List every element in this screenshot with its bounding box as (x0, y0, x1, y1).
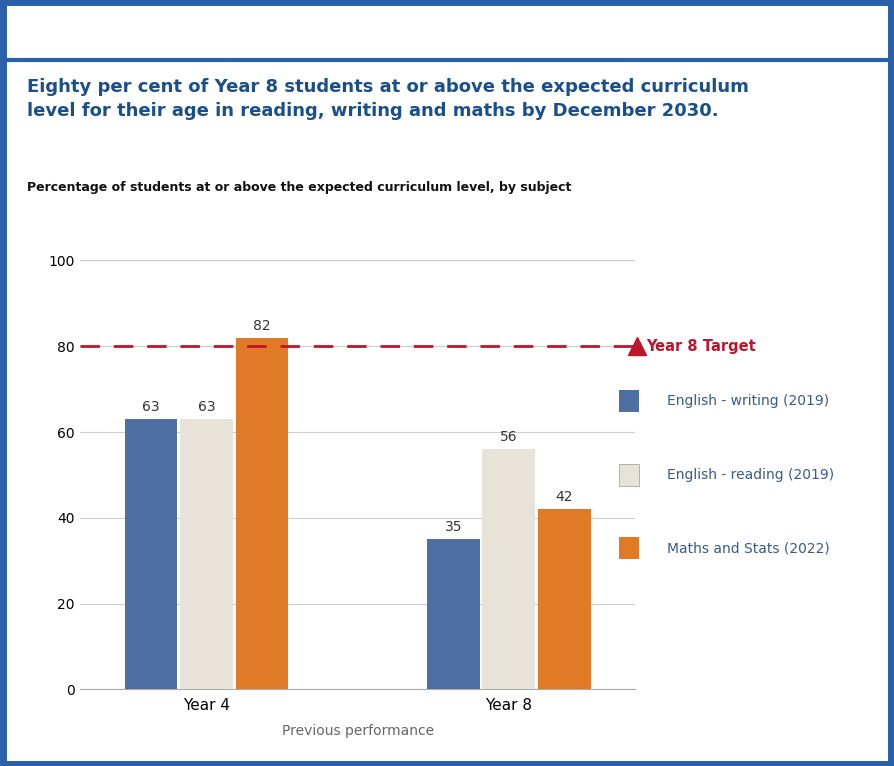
FancyBboxPatch shape (619, 538, 639, 559)
Text: English - reading (2019): English - reading (2019) (667, 468, 834, 482)
Text: 63: 63 (198, 400, 215, 414)
Bar (427, 539, 480, 689)
Text: Year 8 Target: Year 8 Target (645, 339, 755, 354)
Text: Maths and Stats (2022): Maths and Stats (2022) (667, 542, 830, 555)
FancyBboxPatch shape (619, 464, 639, 486)
Text: 82: 82 (253, 319, 271, 332)
Bar (538, 509, 591, 689)
Text: 42: 42 (555, 490, 573, 504)
Bar (180, 419, 232, 689)
Text: 56: 56 (500, 430, 518, 444)
Bar (124, 419, 177, 689)
Text: 63: 63 (142, 400, 160, 414)
Bar (483, 449, 536, 689)
Text: Percentage of students at or above the expected curriculum level, by subject: Percentage of students at or above the e… (27, 181, 571, 194)
FancyBboxPatch shape (619, 391, 639, 412)
Bar (235, 338, 288, 689)
Text: English - writing (2019): English - writing (2019) (667, 394, 829, 408)
Text: Eighty per cent of Year 8 students at or above the expected curriculum
level for: Eighty per cent of Year 8 students at or… (27, 78, 748, 120)
Text: WHAT IS THE TARGET?: WHAT IS THE TARGET? (19, 22, 228, 40)
Text: 35: 35 (444, 520, 462, 534)
X-axis label: Previous performance: Previous performance (282, 724, 434, 738)
